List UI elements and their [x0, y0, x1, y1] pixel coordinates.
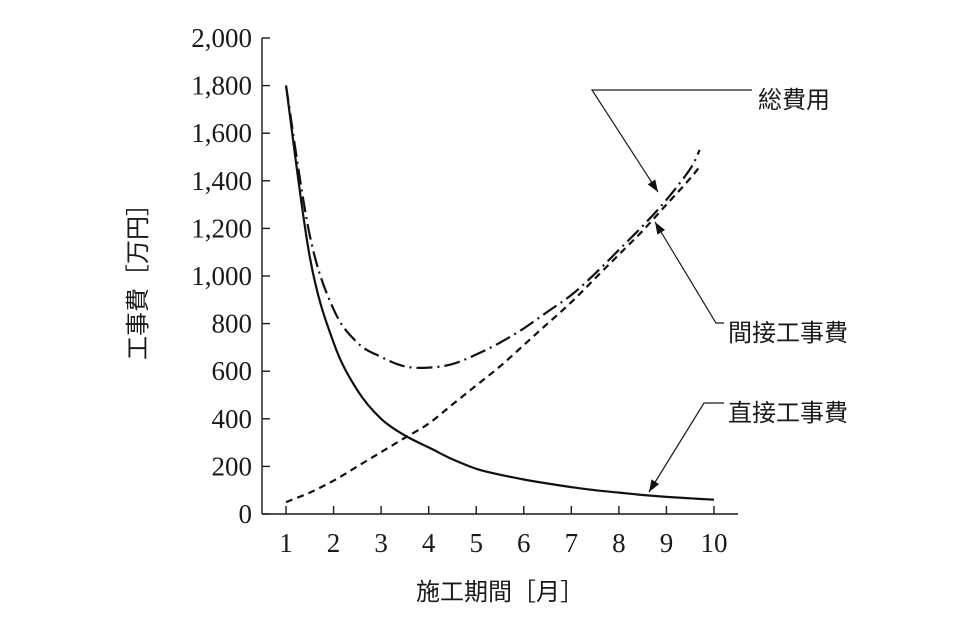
series-layer: [284, 85, 715, 504]
callout-total-label: 総費用: [758, 86, 830, 114]
callout-direct-arrowhead: [649, 479, 660, 492]
y-tick-label: 200: [212, 451, 253, 481]
y-ticks: 0 200 400 600 800 1,000 1,200 1,400 1,600 1,800 2,…: [191, 23, 270, 529]
y-tick-label: 1,000: [191, 261, 252, 291]
series-line-total: [284, 85, 701, 369]
x-tick-label: 10: [701, 528, 728, 558]
callout-indirect-leader: [654, 221, 724, 324]
y-tick-label: 600: [212, 356, 253, 386]
y-tick-label: 1,200: [191, 213, 252, 243]
x-tick-label: 8: [612, 528, 626, 558]
x-tick-label: 7: [565, 528, 579, 558]
y-tick-label: 400: [212, 404, 253, 434]
x-tick-label: 9: [660, 528, 674, 558]
x-ticks: 1 2 3 4 5 6 7 8 9 10: [279, 506, 728, 558]
callout-indirect-label: 間接工事費: [728, 319, 848, 347]
y-tick-label: 1,800: [191, 71, 252, 101]
x-axis-title: 施工期間［月］: [416, 578, 584, 606]
series-line-direct: [284, 85, 715, 501]
y-tick-label: 1,400: [191, 166, 252, 196]
callout-direct-leader: [648, 402, 724, 493]
x-tick-label: 1: [279, 528, 293, 558]
y-tick-label: 1,600: [191, 118, 252, 148]
x-tick-label: 2: [327, 528, 341, 558]
x-tick-label: 4: [422, 528, 436, 558]
x-tick-label: 3: [374, 528, 388, 558]
callout-direct-label: 直接工事費: [728, 399, 848, 427]
y-axis-title: 工事費［万円］: [124, 192, 152, 360]
x-tick-label: 6: [517, 528, 531, 558]
y-tick-label: 800: [212, 309, 253, 339]
y-tick-label: 2,000: [191, 23, 252, 53]
callout-indirect-arrowhead: [655, 222, 666, 235]
callout-total-arrowhead: [647, 179, 658, 192]
callout-total-leader: [590, 89, 752, 193]
axes: [261, 38, 738, 515]
series-line-indirect: [285, 165, 701, 504]
y-tick-label: 0: [239, 499, 253, 529]
x-tick-label: 5: [469, 528, 483, 558]
